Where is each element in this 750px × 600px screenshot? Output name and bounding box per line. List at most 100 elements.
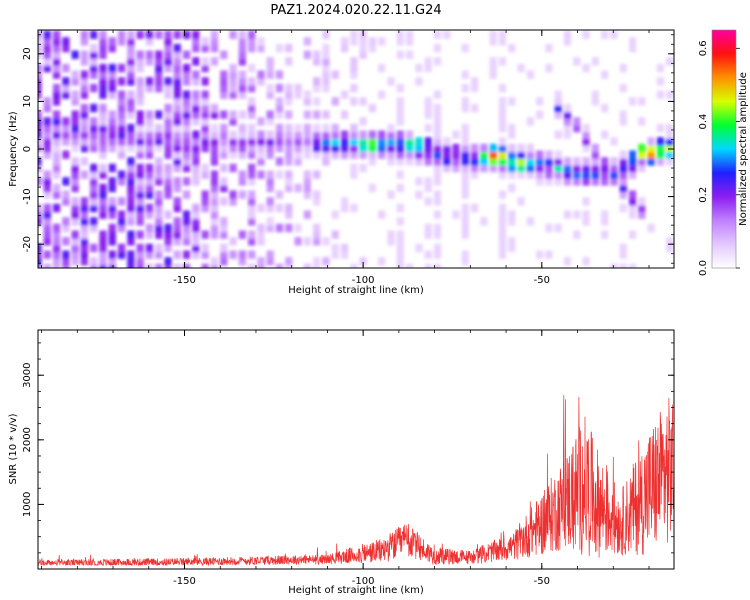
spectrogram-cell [303, 177, 311, 186]
spectrogram-cell [303, 143, 311, 153]
spectrogram-cell [127, 110, 135, 119]
spectrogram-cell [108, 77, 116, 86]
spectrogram-cell [136, 177, 144, 186]
spectrogram-cell [610, 157, 618, 166]
spectrogram-cell [498, 223, 507, 233]
spectrogram-cell [210, 263, 219, 268]
spectrogram-cell [173, 30, 181, 39]
spectrogram-cell [220, 83, 228, 93]
spectrogram-cell [248, 83, 256, 93]
spectrogram-cell [285, 90, 293, 99]
spectrogram-cell [145, 57, 154, 66]
spectrogram-cell [238, 70, 246, 79]
spectrogram-cell [99, 130, 107, 139]
spectrogram-cell [118, 90, 126, 99]
spectrogram-cell [257, 77, 265, 86]
spectrogram-cell [396, 150, 404, 159]
spectrogram-cell [192, 210, 200, 219]
spectrogram-cell [517, 197, 525, 206]
spectrogram-cell [619, 190, 627, 199]
spectrogram-cell [99, 263, 107, 268]
spectrogram-cell [136, 110, 144, 119]
spectrogram-cell [155, 163, 163, 173]
spectrogram-cell [136, 210, 144, 219]
spectrogram-cell [38, 37, 42, 46]
spectrogram-cell [210, 190, 219, 199]
x-tick-label: -100 [352, 275, 375, 286]
spectrogram-cell [38, 257, 42, 266]
spectrogram-cell [173, 83, 181, 93]
spectrogram-cell [433, 223, 442, 233]
spectrogram-cell [53, 250, 61, 259]
spectrogram-cell [582, 157, 590, 166]
spectrogram-cell [517, 63, 525, 73]
spectrogram-cell [164, 230, 172, 239]
spectrogram-cell [210, 57, 219, 66]
spectrogram-cell [424, 143, 432, 153]
spectrogram-cell [563, 210, 572, 219]
spectrogram-cell [108, 90, 116, 99]
spectrogram-cell [275, 203, 284, 213]
spectrogram-cell [573, 123, 581, 133]
spectrogram-cell [192, 97, 200, 106]
spectrogram-cell [127, 183, 135, 193]
spectrogram-cell [80, 203, 88, 213]
spectrogram-cell [62, 263, 70, 268]
spectrogram-cell [155, 197, 163, 206]
spectrogram-cell [164, 223, 172, 233]
spectrogram-cell [489, 143, 497, 153]
spectrogram-cell [461, 217, 469, 226]
spectrogram-cell [145, 177, 154, 186]
spectrogram-cell [303, 150, 311, 159]
spectrogram-cell [396, 243, 404, 253]
spectrogram-cell [433, 43, 442, 53]
spectrogram-cell [155, 70, 163, 79]
spectrogram-cell [350, 137, 358, 146]
spectrogram-cell [601, 70, 609, 79]
spectrogram-cell [183, 90, 191, 99]
spectrogram-cell [461, 83, 469, 93]
spectrogram-cell [62, 137, 70, 146]
spectrogram-cell [313, 97, 321, 106]
spectrogram-cell [341, 43, 349, 53]
spectrogram-cell [220, 250, 228, 259]
spectrogram-cell [136, 230, 144, 239]
spectrogram-cell [536, 150, 544, 159]
spectrogram-cell [498, 110, 507, 119]
spectrogram-cell [248, 217, 256, 226]
spectrogram-cell [183, 150, 191, 159]
spectrogram-cell [508, 210, 516, 219]
spectrogram-cell [173, 230, 181, 239]
spectrogram-cell [220, 230, 228, 239]
spectrogram-cell [164, 117, 172, 126]
spectrogram-cell [118, 97, 126, 106]
spectrogram-cell [173, 223, 181, 233]
spectrogram-cell [173, 143, 181, 153]
spectrogram-cell [498, 97, 507, 106]
spectrogram-cell [554, 163, 562, 173]
spectrogram-cell [461, 103, 469, 113]
spectrogram-cell [71, 183, 79, 193]
spectrogram-cell [452, 163, 460, 173]
spectrogram-cell [127, 43, 135, 53]
spectrogram-cell [210, 183, 219, 193]
spectrogram-cell [257, 143, 265, 153]
spectrogram-cell [136, 90, 144, 99]
spectrogram-cell [266, 83, 274, 93]
spectrogram-cell [378, 137, 386, 146]
spectrogram-cell [43, 30, 51, 39]
spectrogram-cell [118, 37, 126, 46]
spectrogram-cell [90, 123, 98, 133]
spectrogram-cell [118, 123, 126, 133]
spectrogram-cell [257, 170, 265, 179]
spectrogram-cell [313, 143, 321, 153]
y-tick-label: 20 [22, 47, 33, 60]
spectrogram-cell [99, 150, 107, 159]
spectrogram-cell [545, 177, 553, 186]
spectrogram-cell [424, 197, 432, 206]
colorbar-frame [711, 29, 737, 269]
spectrogram-cell [275, 130, 284, 139]
spectrogram-cell [164, 163, 172, 173]
